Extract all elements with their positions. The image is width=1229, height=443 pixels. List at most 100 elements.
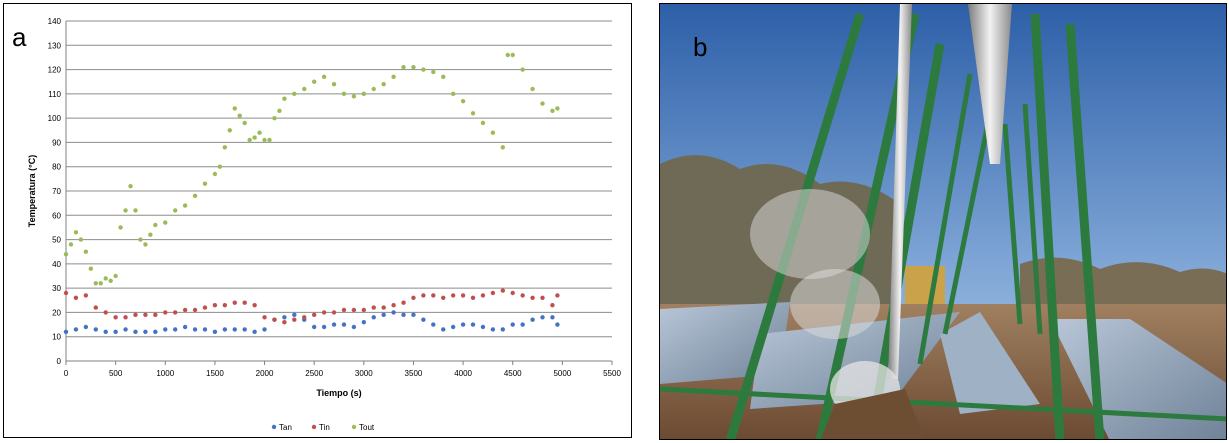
photo-panel-b: b bbox=[659, 3, 1227, 440]
data-point-tan bbox=[252, 329, 257, 335]
data-point-tout bbox=[450, 91, 456, 97]
x-tick-label: 3000 bbox=[355, 369, 373, 378]
data-point-tin bbox=[272, 317, 277, 322]
data-point-tout bbox=[292, 91, 297, 97]
data-point-tin bbox=[282, 319, 287, 325]
y-tick-label: 10 bbox=[52, 333, 61, 342]
data-point-tout bbox=[123, 208, 128, 213]
data-point-tin bbox=[242, 300, 247, 305]
data-point-tan bbox=[262, 327, 267, 332]
y-tick-label: 50 bbox=[52, 236, 61, 245]
data-point-tout bbox=[411, 64, 416, 70]
data-point-tan bbox=[361, 319, 367, 325]
y-tick-label: 140 bbox=[48, 17, 62, 26]
data-point-tan bbox=[63, 329, 69, 335]
data-point-tin bbox=[163, 310, 168, 315]
y-tick-label: 70 bbox=[52, 187, 61, 196]
data-point-tin bbox=[302, 315, 307, 320]
data-point-tan bbox=[460, 322, 466, 327]
legend-marker-tin bbox=[311, 424, 317, 430]
data-point-tin bbox=[173, 310, 178, 315]
data-point-tin bbox=[361, 307, 367, 313]
data-point-tout bbox=[391, 74, 396, 80]
data-point-tin bbox=[450, 293, 456, 298]
data-point-tin bbox=[252, 302, 257, 308]
data-point-tout bbox=[118, 225, 123, 230]
data-point-tout bbox=[272, 115, 277, 121]
data-point-tin bbox=[123, 315, 128, 320]
data-point-tan bbox=[411, 312, 416, 318]
data-point-tout bbox=[321, 74, 327, 80]
legend-marker-tan bbox=[271, 424, 277, 430]
data-point-tout bbox=[500, 145, 505, 150]
data-point-tout bbox=[227, 128, 232, 133]
data-point-tout bbox=[173, 208, 178, 213]
data-point-tin bbox=[192, 307, 198, 313]
data-point-tout bbox=[302, 86, 307, 92]
data-point-tout bbox=[113, 273, 118, 279]
data-point-tan bbox=[510, 322, 515, 327]
x-tick-label: 1000 bbox=[156, 369, 174, 378]
data-point-tin bbox=[500, 288, 505, 293]
x-tick-label: 4500 bbox=[504, 369, 522, 378]
data-point-tin bbox=[351, 307, 357, 313]
data-point-tout bbox=[371, 86, 376, 92]
x-tick-label: 0 bbox=[64, 369, 69, 378]
data-point-tout bbox=[237, 113, 242, 118]
data-point-tin bbox=[470, 295, 476, 301]
data-point-tan bbox=[470, 322, 476, 327]
data-point-tout bbox=[421, 67, 426, 72]
data-point-tout bbox=[73, 230, 79, 235]
data-point-tan bbox=[182, 324, 188, 330]
data-point-tin bbox=[232, 300, 237, 305]
data-point-tout bbox=[351, 94, 357, 99]
data-point-tout bbox=[505, 52, 510, 58]
data-point-tan bbox=[530, 317, 535, 322]
data-point-tin bbox=[212, 302, 218, 308]
data-point-tin bbox=[480, 293, 486, 298]
data-point-tan bbox=[212, 329, 218, 335]
data-point-tan bbox=[520, 322, 525, 327]
data-point-tan bbox=[441, 327, 446, 332]
panel-label-a: a bbox=[12, 22, 27, 52]
data-point-tan bbox=[292, 312, 297, 318]
data-point-tout bbox=[202, 181, 208, 186]
data-point-tout bbox=[222, 145, 228, 150]
data-point-tan bbox=[341, 322, 347, 327]
data-point-tin bbox=[441, 295, 446, 301]
data-point-tout bbox=[153, 222, 158, 228]
data-point-tan bbox=[555, 322, 560, 327]
x-tick-label: 2000 bbox=[256, 369, 274, 378]
data-point-tan bbox=[550, 315, 555, 320]
data-point-tin bbox=[262, 315, 267, 320]
data-point-tin bbox=[510, 290, 515, 296]
data-point-tan bbox=[133, 329, 138, 335]
x-tick-label: 500 bbox=[109, 369, 123, 378]
data-point-tin bbox=[401, 300, 406, 305]
data-point-tout bbox=[282, 96, 287, 101]
data-point-tin bbox=[555, 293, 560, 298]
y-tick-label: 0 bbox=[57, 357, 62, 366]
data-point-tin bbox=[113, 315, 118, 320]
y-tick-label: 120 bbox=[48, 66, 62, 75]
data-point-tan bbox=[153, 329, 158, 335]
data-point-tout bbox=[540, 101, 545, 106]
x-tick-label: 2500 bbox=[305, 369, 323, 378]
data-point-tin bbox=[133, 312, 138, 318]
data-point-tout bbox=[212, 171, 218, 177]
data-point-tin bbox=[490, 290, 496, 296]
data-point-tan bbox=[242, 327, 247, 332]
data-point-tan bbox=[73, 327, 79, 332]
data-point-tan bbox=[480, 324, 486, 330]
data-point-tout bbox=[108, 278, 113, 284]
data-point-tan bbox=[540, 315, 545, 320]
data-point-tan bbox=[222, 327, 228, 332]
data-point-tout bbox=[182, 203, 188, 208]
data-point-tout bbox=[163, 220, 168, 225]
data-point-tout bbox=[262, 137, 267, 143]
y-tick-label: 40 bbox=[52, 260, 61, 269]
data-point-tout bbox=[311, 79, 317, 84]
y-tick-label: 20 bbox=[52, 308, 61, 317]
data-point-tin bbox=[530, 295, 535, 301]
data-point-tin bbox=[381, 305, 386, 310]
